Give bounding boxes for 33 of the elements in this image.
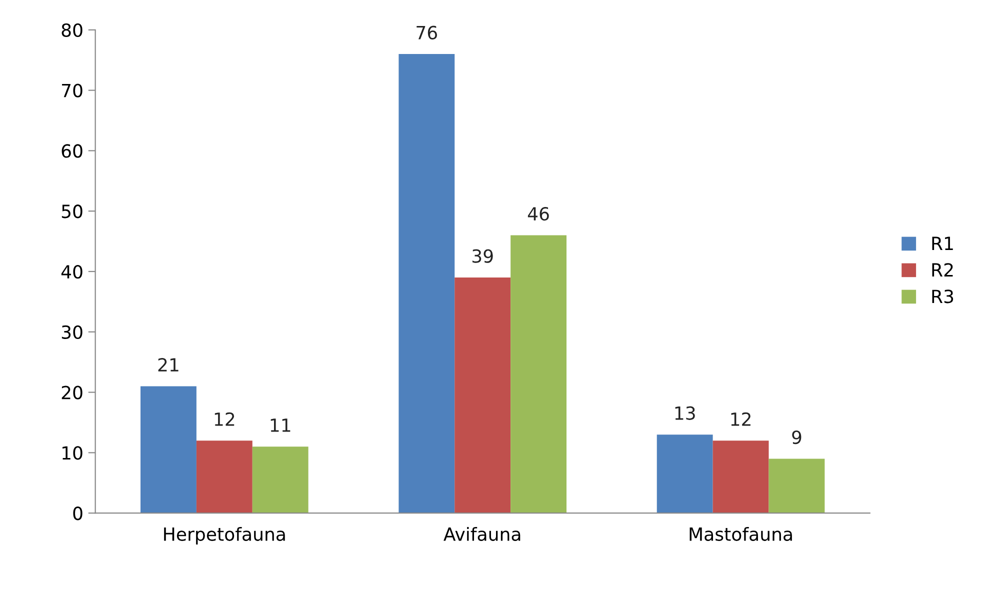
data-label: 76 bbox=[416, 26, 438, 40]
legend-label: R1 bbox=[932, 236, 953, 250]
data-label: 12 bbox=[731, 412, 750, 426]
bar bbox=[398, 54, 455, 514]
data-label: 9 bbox=[792, 430, 802, 444]
data-label: 11 bbox=[270, 418, 290, 432]
x-tick-label: Herpetofauna bbox=[164, 526, 285, 544]
bar bbox=[140, 386, 196, 514]
data-label: 39 bbox=[472, 249, 493, 263]
x-tick-label: Avifauna bbox=[444, 526, 520, 541]
bar bbox=[252, 446, 308, 514]
bar bbox=[510, 235, 567, 514]
data-label: 13 bbox=[675, 406, 695, 420]
y-tick-label: 70 bbox=[62, 84, 82, 98]
y-tick-label: 80 bbox=[62, 23, 82, 38]
bar bbox=[656, 434, 713, 514]
legend-label: R3 bbox=[932, 290, 954, 304]
y-tick-label: 0 bbox=[73, 506, 82, 520]
bar bbox=[196, 440, 252, 514]
y-tick-label: 10 bbox=[62, 446, 82, 460]
data-label: 46 bbox=[528, 206, 549, 221]
y-tick-label: 30 bbox=[62, 325, 82, 340]
bar bbox=[712, 440, 769, 514]
y-tick-label: 40 bbox=[61, 264, 82, 279]
y-tick-label: 20 bbox=[62, 386, 82, 400]
x-tick-label: Mastofauna bbox=[690, 526, 792, 541]
data-label: 21 bbox=[158, 358, 178, 372]
data-label: 12 bbox=[214, 412, 234, 426]
legend-label: R2 bbox=[932, 263, 953, 276]
bar bbox=[454, 278, 511, 514]
bar bbox=[768, 458, 825, 514]
y-tick-label: 60 bbox=[62, 144, 82, 158]
y-tick-label: 50 bbox=[62, 204, 82, 218]
